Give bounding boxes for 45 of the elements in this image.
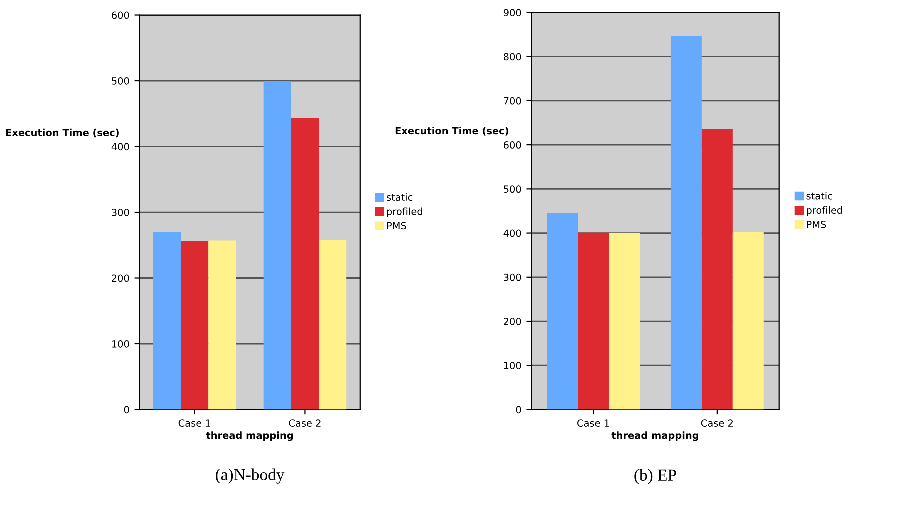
bar [208, 240, 236, 410]
bar [547, 213, 578, 410]
y-tick-label: 0 [516, 406, 522, 414]
bar [732, 232, 764, 410]
bar [609, 233, 640, 410]
legend-label: static [806, 192, 832, 200]
bar [578, 232, 610, 410]
x-tick-label: Case 2 [289, 420, 321, 427]
y-tick-label: 100 [504, 362, 522, 370]
x-axis-title: thread mapping [206, 432, 294, 442]
bar [291, 118, 320, 410]
y-tick-label: 300 [504, 274, 522, 282]
x-tick-label: Case 1 [178, 420, 210, 427]
y-tick-label: 900 [504, 9, 522, 17]
y-tick-label: 800 [504, 53, 522, 61]
bar [319, 240, 347, 410]
bar [181, 241, 209, 410]
y-tick-label: 0 [124, 406, 130, 414]
bar [670, 36, 702, 410]
legend-label: static [386, 194, 413, 202]
legend-label: PMS [807, 220, 826, 228]
y-axis-title: Execution Time (sec) [396, 127, 508, 136]
y-tick-label: 500 [504, 186, 522, 194]
legend-label: PMS [387, 222, 406, 230]
x-tick-label: Case 2 [701, 420, 733, 427]
legend-label: profiled [807, 206, 842, 216]
text: (a)N-body [216, 468, 285, 484]
y-tick-label: 400 [504, 230, 522, 238]
x-axis-title: thread mapping [612, 432, 699, 442]
y-tick-label: 200 [504, 318, 522, 326]
y-tick-label: 600 [504, 142, 522, 149]
y-tick-label: 300 [112, 208, 130, 216]
y-tick-label: 600 [112, 12, 130, 20]
y-tick-label: 500 [112, 77, 130, 85]
x-tick-label: Case 1 [578, 420, 610, 427]
y-axis-title: Execution Time (sec) [6, 128, 119, 138]
legend-label: profiled [387, 208, 422, 218]
y-tick-label: 700 [504, 97, 522, 105]
y-tick-label: 400 [112, 143, 130, 151]
y-tick-label: 100 [112, 340, 130, 348]
bar [702, 129, 733, 410]
bar [153, 232, 182, 410]
text: (b) EP [634, 469, 676, 484]
y-tick-label: 200 [112, 274, 130, 282]
bar [264, 81, 292, 410]
